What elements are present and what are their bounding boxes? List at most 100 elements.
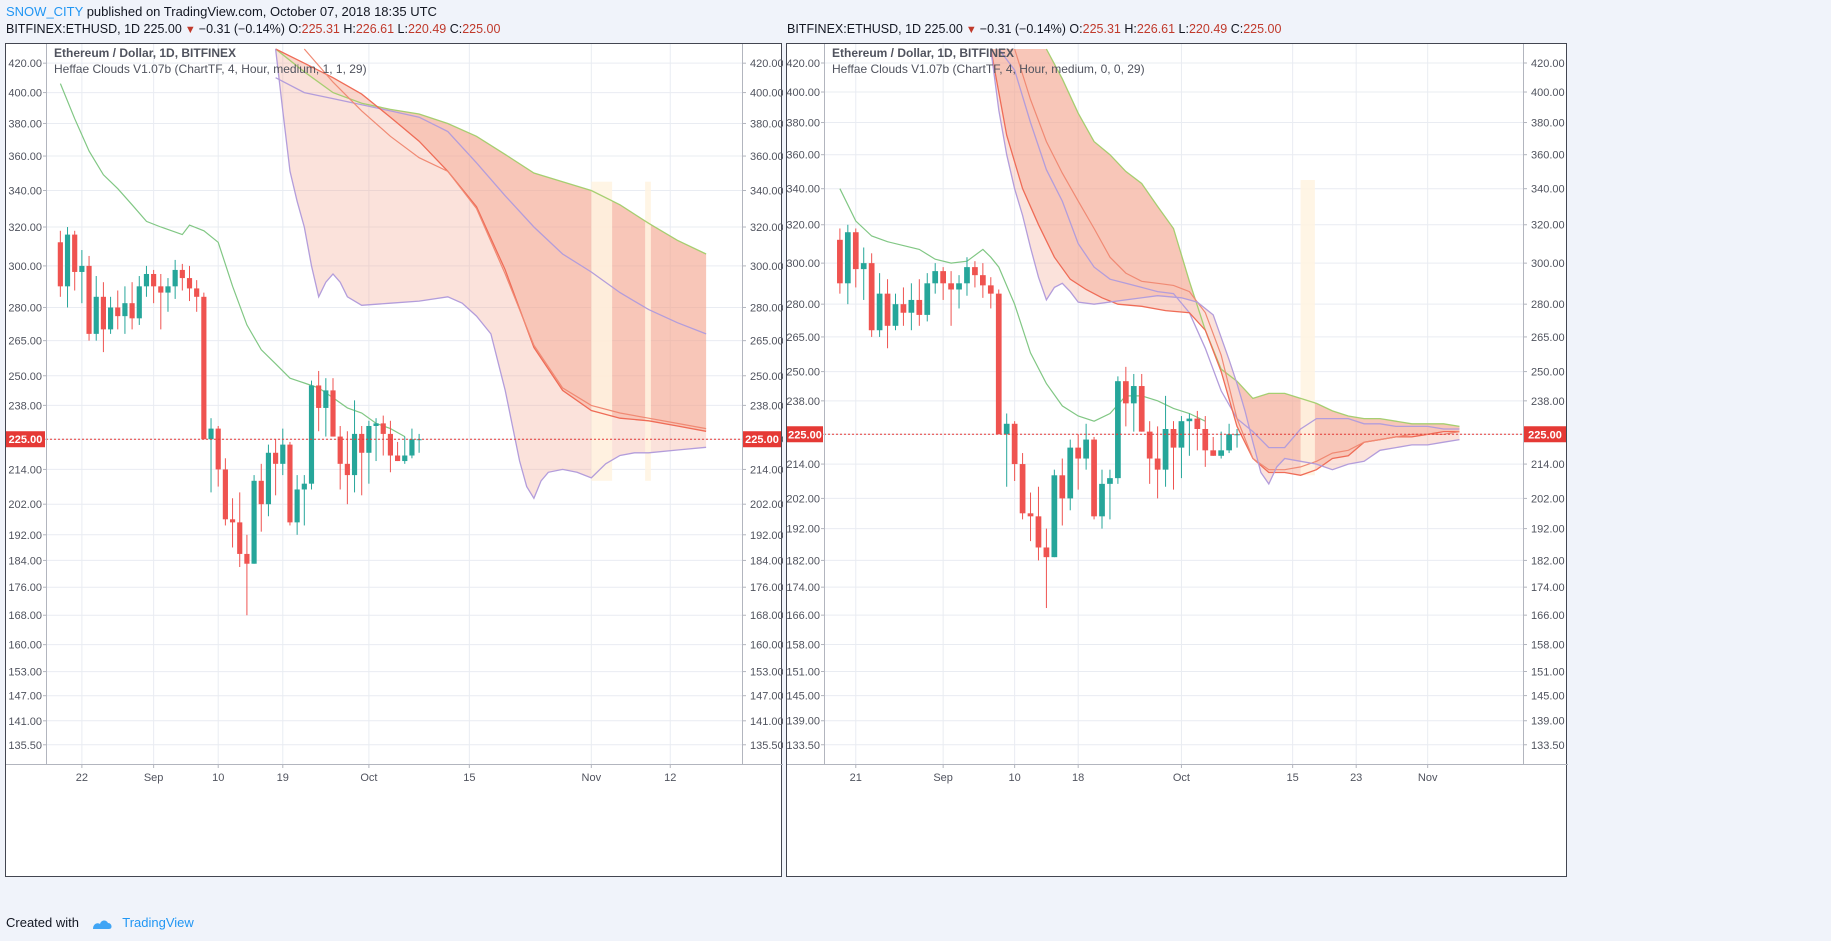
candle[interactable] — [1122, 366, 1129, 427]
indicator-legend[interactable]: Heffae Clouds V1.07b (ChartTF, 4, Hour, … — [832, 62, 1145, 76]
candle[interactable] — [57, 230, 63, 297]
candle[interactable] — [129, 282, 135, 330]
candle[interactable] — [251, 475, 257, 564]
candle[interactable] — [1099, 469, 1105, 529]
candle[interactable] — [93, 276, 99, 341]
candle[interactable] — [208, 418, 214, 493]
candle[interactable] — [1130, 373, 1137, 432]
candle[interactable] — [1138, 373, 1145, 432]
candle[interactable] — [1011, 421, 1018, 481]
candle[interactable] — [201, 292, 207, 440]
candle[interactable] — [387, 420, 393, 473]
candle[interactable] — [330, 378, 336, 437]
candle[interactable] — [143, 265, 150, 297]
candle[interactable] — [1027, 492, 1034, 542]
indicator-legend[interactable]: Heffae Clouds V1.07b (ChartTF, 4, Hour, … — [54, 62, 367, 76]
candle[interactable] — [980, 263, 986, 298]
candle[interactable] — [402, 436, 408, 464]
candle[interactable] — [373, 418, 379, 462]
candle[interactable] — [265, 444, 272, 517]
candle[interactable] — [1170, 421, 1177, 490]
candle[interactable] — [916, 279, 923, 326]
candle[interactable] — [301, 475, 307, 526]
candle[interactable] — [258, 463, 264, 532]
candle[interactable] — [222, 458, 228, 526]
candle[interactable] — [1154, 426, 1161, 499]
candle[interactable] — [956, 275, 962, 309]
candle[interactable] — [229, 498, 236, 548]
candle[interactable] — [892, 293, 899, 331]
candle[interactable] — [1083, 423, 1089, 470]
candle[interactable] — [1019, 453, 1026, 520]
candle[interactable] — [1043, 528, 1050, 609]
candle[interactable] — [948, 271, 954, 326]
candle[interactable] — [1067, 439, 1074, 511]
candle[interactable] — [1035, 486, 1042, 561]
candle[interactable] — [151, 269, 157, 304]
candle[interactable] — [115, 290, 121, 330]
candle[interactable] — [186, 265, 193, 302]
candle[interactable] — [308, 380, 315, 490]
candle[interactable] — [1051, 469, 1058, 558]
candle[interactable] — [79, 250, 85, 304]
candle[interactable] — [884, 279, 891, 349]
candle[interactable] — [280, 428, 286, 476]
candle[interactable] — [1194, 410, 1201, 451]
candle[interactable] — [294, 475, 300, 535]
candle[interactable] — [165, 278, 171, 312]
author-link[interactable]: SNOW_CITY — [6, 4, 84, 19]
candle[interactable] — [1075, 434, 1082, 490]
candle[interactable] — [107, 296, 114, 334]
candle[interactable] — [86, 255, 92, 341]
candle[interactable] — [844, 224, 851, 305]
candle[interactable] — [1115, 376, 1121, 484]
candle[interactable] — [1202, 416, 1209, 467]
candle[interactable] — [908, 283, 915, 331]
candle[interactable] — [64, 227, 71, 308]
candle[interactable] — [366, 420, 372, 484]
candlestick-chart[interactable]: 135.50 135.50 141.00 141.00 147.00 147.00 153.… — [6, 44, 783, 878]
candle[interactable] — [1162, 395, 1169, 487]
candle[interactable] — [1146, 421, 1153, 484]
candle[interactable] — [237, 492, 243, 568]
candle[interactable] — [972, 261, 978, 288]
candle[interactable] — [964, 257, 970, 296]
candle[interactable] — [900, 287, 907, 326]
chart-panel-left[interactable]: 135.50 135.50 141.00 141.00 147.00 147.00 153.… — [5, 43, 783, 878]
candle[interactable] — [194, 280, 200, 312]
candle[interactable] — [1107, 469, 1113, 520]
candle[interactable] — [72, 230, 78, 291]
candle[interactable] — [273, 439, 279, 496]
candle[interactable] — [932, 263, 939, 294]
candle[interactable] — [837, 228, 843, 294]
candle[interactable] — [1178, 416, 1185, 479]
candle[interactable] — [344, 431, 350, 505]
candle[interactable] — [987, 277, 994, 309]
candle[interactable] — [100, 282, 106, 353]
candle[interactable] — [136, 276, 142, 325]
tradingview-link[interactable]: TradingView — [122, 915, 194, 930]
candle[interactable] — [868, 253, 875, 337]
candle[interactable] — [924, 273, 931, 322]
candle[interactable] — [244, 534, 250, 616]
candle[interactable] — [380, 415, 386, 456]
candle[interactable] — [287, 441, 293, 526]
candle[interactable] — [337, 425, 343, 490]
candle[interactable] — [1226, 423, 1232, 454]
candle[interactable] — [351, 400, 358, 493]
candle[interactable] — [940, 267, 947, 300]
chart-panel-right[interactable]: 133.50 133.50 139.00 139.00 145.00 145.00 151.… — [786, 43, 1568, 877]
candle[interactable] — [409, 428, 415, 459]
candle[interactable] — [1218, 431, 1225, 459]
candle[interactable] — [876, 273, 883, 337]
candle[interactable] — [122, 286, 128, 334]
candle[interactable] — [1210, 436, 1217, 456]
candle[interactable] — [395, 441, 401, 462]
candle[interactable] — [852, 228, 859, 288]
candle[interactable] — [860, 247, 867, 300]
candle[interactable] — [995, 289, 1002, 435]
candle[interactable] — [323, 378, 329, 437]
candle[interactable] — [359, 425, 365, 496]
candle[interactable] — [172, 259, 178, 299]
candle[interactable] — [215, 425, 221, 487]
